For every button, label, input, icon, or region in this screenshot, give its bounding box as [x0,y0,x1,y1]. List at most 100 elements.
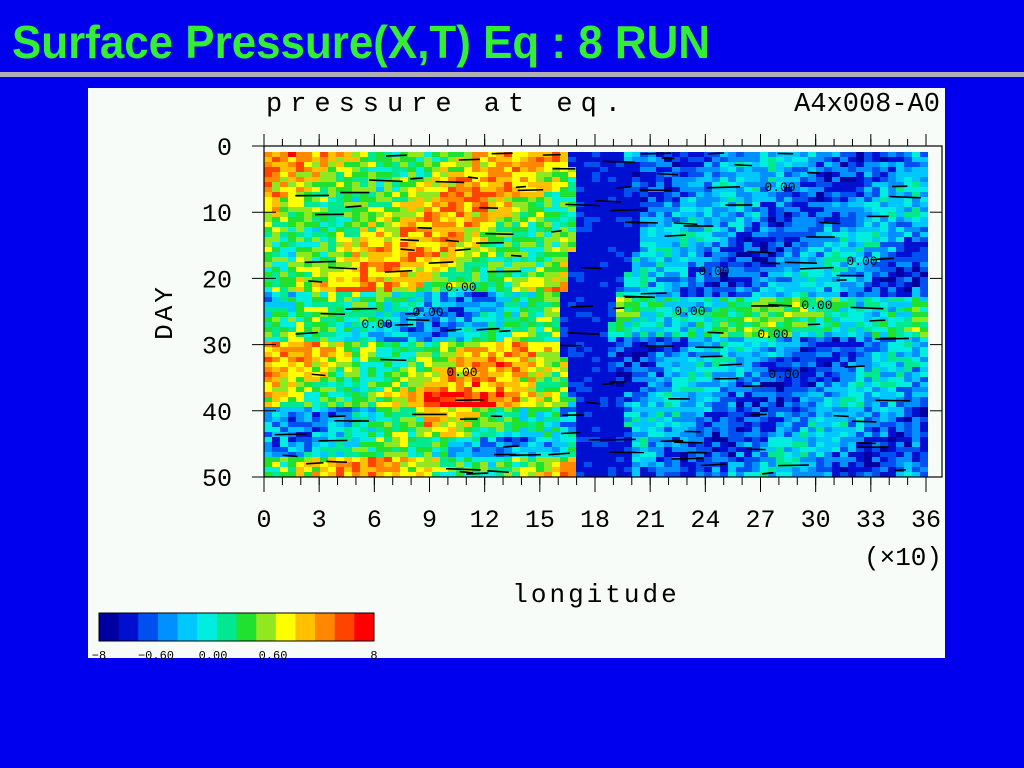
heat-cell [520,367,528,372]
heat-cell [672,432,680,437]
heat-cell [848,307,856,312]
heat-cell [528,282,536,287]
heat-cell [304,327,312,332]
heat-cell [480,297,488,302]
heat-cell [472,412,480,417]
heat-cell [752,362,760,367]
heat-cell [632,442,640,447]
heat-cell [496,222,504,227]
heat-cell [368,247,376,252]
heat-cell [592,342,600,347]
heat-cell [288,357,296,362]
heat-cell [464,197,472,202]
heat-cell [616,357,624,362]
heat-cell [688,232,696,237]
heat-cell [704,442,712,447]
heat-cell [800,337,808,342]
heat-cell [896,357,904,362]
heat-cell [424,187,432,192]
heat-cell [600,312,608,317]
heat-cell [824,242,832,247]
heat-cell [560,187,568,192]
heat-cell [472,367,480,372]
heat-cell [864,227,872,232]
heat-cell [680,412,688,417]
heat-cell [760,242,768,247]
heat-cell [384,437,392,442]
heat-cell [704,387,712,392]
heat-cell [888,387,896,392]
heat-cell [376,417,384,422]
heat-cell [360,357,368,362]
heat-cell [312,227,320,232]
heat-cell [776,422,784,427]
heat-cell [376,257,384,262]
heat-cell [904,412,912,417]
heat-cell [720,402,728,407]
heat-cell [528,352,536,357]
heat-cell [544,302,552,307]
heat-cell [528,442,536,447]
heat-cell [424,407,432,412]
heat-cell [504,362,512,367]
heat-cell [392,302,400,307]
heat-cell [800,362,808,367]
heat-cell [904,227,912,232]
heat-cell [776,372,784,377]
heat-cell [672,367,680,372]
heat-cell [560,407,568,412]
heat-cell [632,222,640,227]
heat-cell [768,272,776,277]
heat-cell [328,432,336,437]
heat-cell [872,187,880,192]
heat-cell [680,167,688,172]
heat-cell [792,357,800,362]
heat-cell [416,182,424,187]
heat-cell [512,347,520,352]
heat-cell [392,272,400,277]
heat-cell [648,282,656,287]
heat-cell [624,347,632,352]
heat-cell [816,202,824,207]
heat-cell [880,177,888,182]
heat-cell [680,367,688,372]
heat-cell [576,207,584,212]
heat-cell [376,342,384,347]
heat-cell [328,157,336,162]
heat-cell [456,382,464,387]
heat-cell [680,277,688,282]
heat-cell [848,257,856,262]
heat-cell [856,377,864,382]
heat-cell [712,437,720,442]
heat-cell [456,152,464,157]
heat-cell [536,447,544,452]
heat-cell [816,342,824,347]
heat-cell [304,227,312,232]
heat-cell [328,427,336,432]
heat-cell [320,452,328,457]
heat-cell [696,362,704,367]
heat-cell [312,287,320,292]
heat-cell [792,372,800,377]
heat-cell [688,217,696,222]
heat-cell [672,342,680,347]
heat-cell [808,222,816,227]
heat-cell [384,422,392,427]
heat-cell [512,262,520,267]
heat-cell [600,207,608,212]
heat-cell [464,292,472,297]
heat-cell [800,177,808,182]
heat-cell [736,427,744,432]
heat-cell [328,387,336,392]
heat-cell [784,427,792,432]
heat-cell [656,347,664,352]
heat-cell [672,272,680,277]
heat-cell [552,182,560,187]
heat-cell [544,432,552,437]
heat-cell [312,387,320,392]
heat-cell [384,332,392,337]
heat-cell [456,337,464,342]
heat-cell [640,387,648,392]
heat-cell [688,297,696,302]
